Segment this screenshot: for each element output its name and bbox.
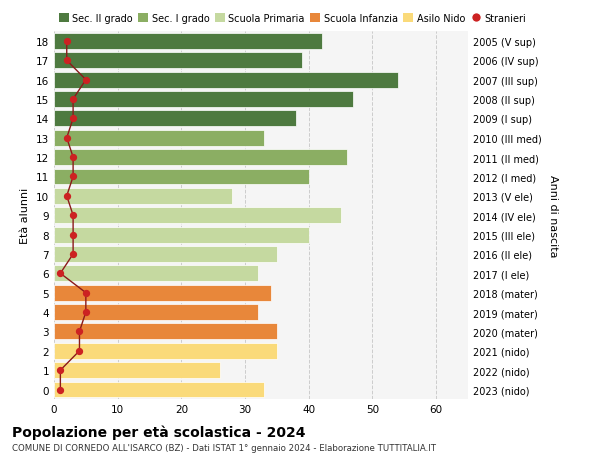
Bar [54,150,347,166]
Point [68,174,78,181]
Point [62,38,71,45]
Point [56,367,65,374]
Bar [54,111,296,127]
Y-axis label: Età alunni: Età alunni [20,188,31,244]
Bar [54,382,264,397]
Bar [54,227,309,243]
Bar [54,208,341,224]
Bar [54,53,302,69]
Point [68,96,78,103]
Point [68,212,78,219]
Text: Popolazione per età scolastica - 2024: Popolazione per età scolastica - 2024 [12,425,305,439]
Point [74,347,84,355]
Bar [54,34,322,50]
Bar [54,130,264,146]
Point [68,251,78,258]
Point [56,270,65,277]
Bar [54,304,258,320]
Bar [54,363,220,378]
Legend: Sec. II grado, Sec. I grado, Scuola Primaria, Scuola Infanzia, Asilo Nido, Stran: Sec. II grado, Sec. I grado, Scuola Prim… [59,14,526,23]
Point [68,231,78,239]
Point [81,289,91,297]
Text: COMUNE DI CORNEDO ALL'ISARCO (BZ) - Dati ISTAT 1° gennaio 2024 - Elaborazione TU: COMUNE DI CORNEDO ALL'ISARCO (BZ) - Dati… [12,443,436,452]
Point [56,386,65,393]
Bar [54,246,277,262]
Point [81,77,91,84]
Bar [54,169,309,185]
Bar [54,343,277,359]
Point [81,309,91,316]
Point [74,328,84,336]
Bar [54,266,258,282]
Bar [54,285,271,301]
Bar [54,92,353,108]
Bar [54,324,277,340]
Point [62,193,71,200]
Point [62,135,71,142]
Bar [54,73,398,89]
Point [62,57,71,65]
Point [68,115,78,123]
Y-axis label: Anni di nascita: Anni di nascita [548,174,558,257]
Point [68,154,78,162]
Bar [54,189,232,204]
